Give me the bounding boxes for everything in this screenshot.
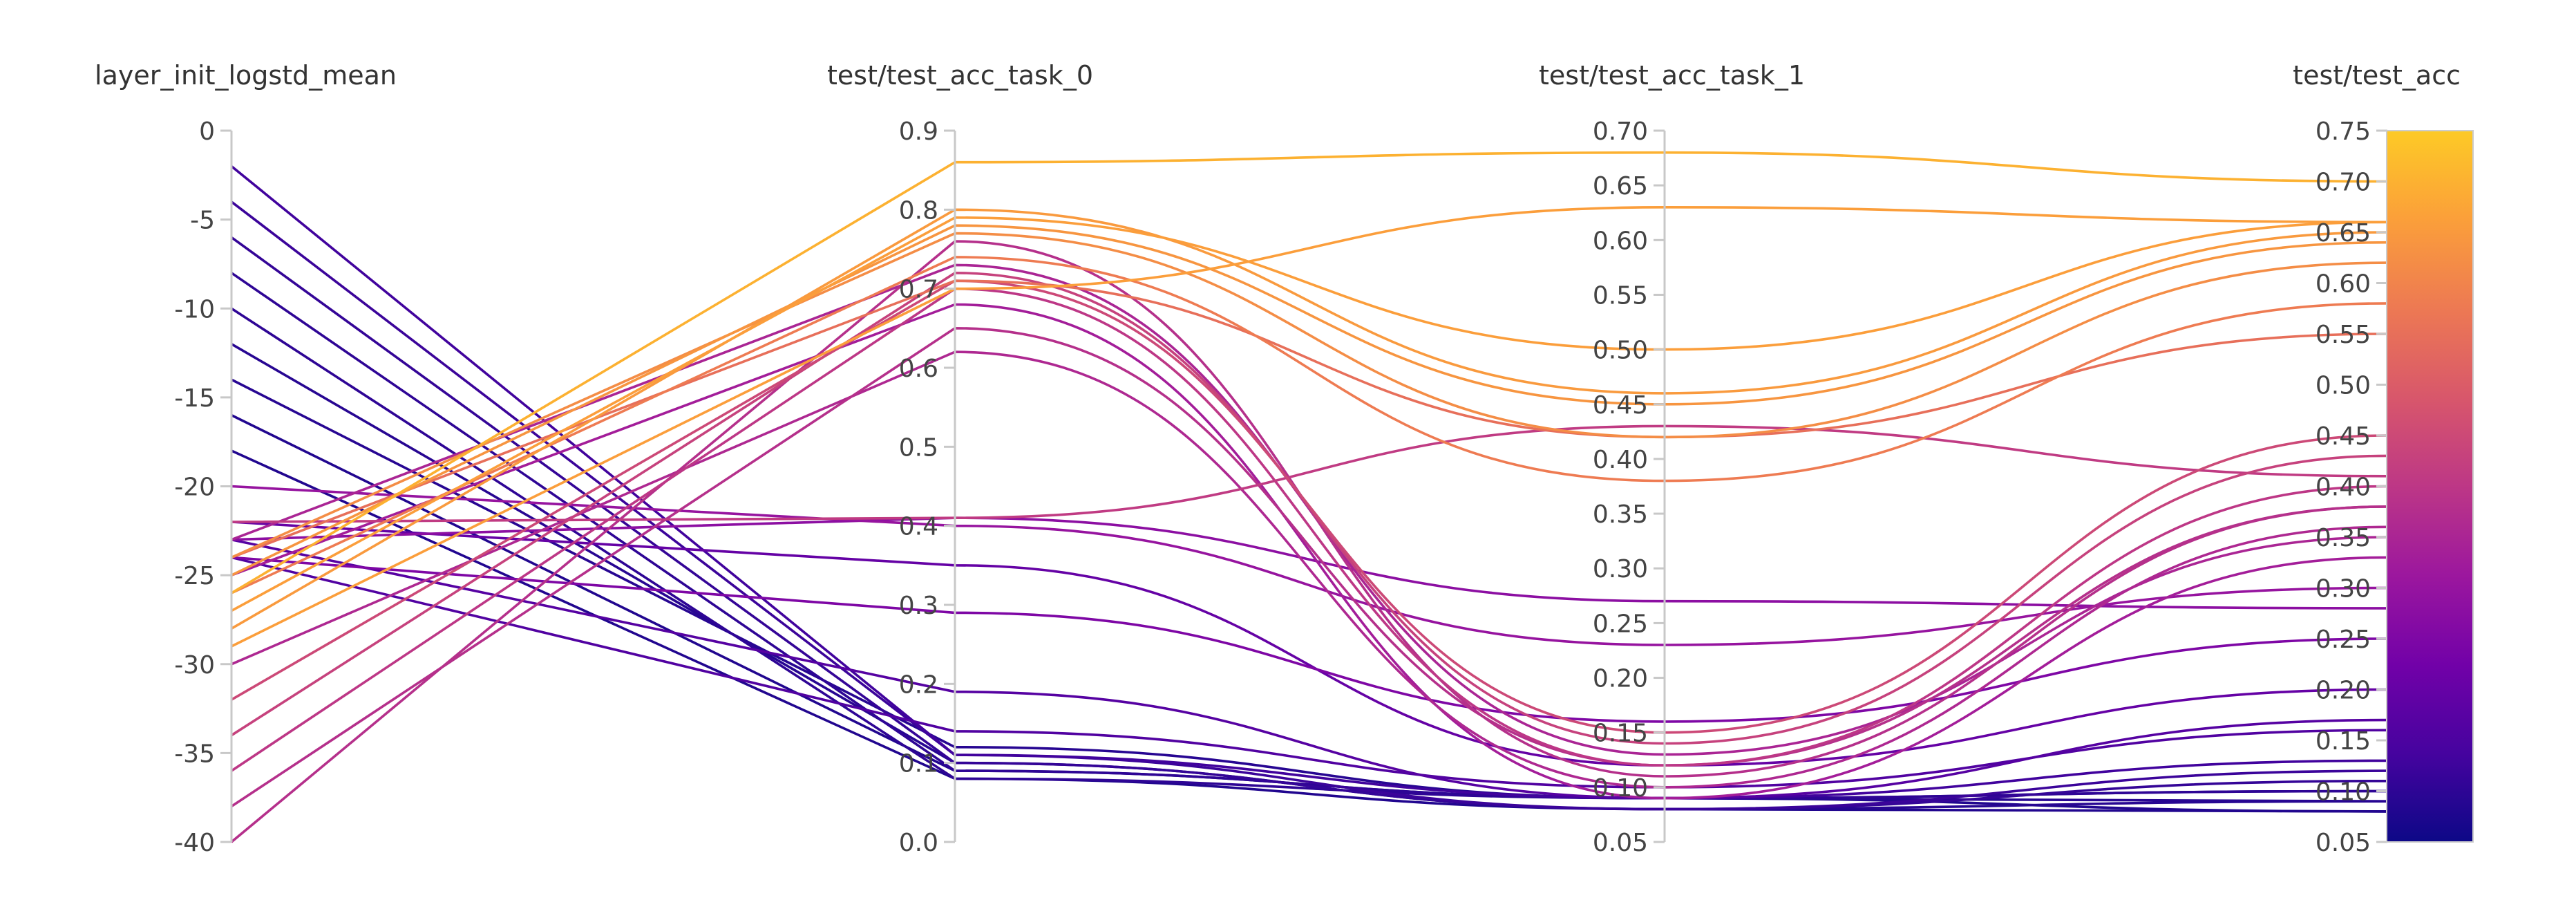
run-line: [231, 485, 2388, 646]
tick-label: -40: [174, 829, 215, 857]
tick-label: 0.40: [2315, 474, 2371, 502]
axis-title: test/test_acc_task_1: [1539, 60, 1805, 91]
run-line: [230, 165, 2388, 800]
tick-label: 0.65: [2315, 219, 2371, 247]
run-line: [231, 287, 2388, 772]
run-line: [231, 263, 2388, 756]
axis-title: layer_init_logstd_mean: [95, 60, 397, 91]
axes: [220, 129, 2387, 843]
axis-title: test/test_acc_task_0: [827, 60, 1093, 91]
run-line: [231, 279, 2388, 734]
tick-label: 0.35: [1593, 500, 1648, 529]
run-line: [230, 240, 2388, 843]
tick-label: 0.55: [2315, 321, 2371, 349]
tick-label: 0.10: [2315, 778, 2371, 807]
axis-title: test/test_acc: [2293, 60, 2461, 91]
run-line: [231, 556, 2388, 723]
run-line: [231, 424, 2388, 523]
tick-label: 0.50: [1593, 337, 1648, 365]
run-line: [231, 271, 2388, 745]
tick-label: 0.60: [2315, 270, 2371, 299]
tick-label: 0.50: [2315, 372, 2371, 400]
tick-label: -15: [174, 384, 215, 413]
tick-label: -5: [190, 207, 215, 235]
tick-label: 0.2: [899, 671, 938, 699]
tick-label: 0.0: [899, 829, 938, 857]
tick-label: 0.70: [2315, 169, 2371, 197]
tick-label: 0.6: [899, 355, 938, 383]
tick-label: -20: [174, 474, 215, 502]
run-lines: [230, 151, 2388, 843]
tick-label: 0.40: [1593, 446, 1648, 474]
tick-label: 0.3: [899, 592, 938, 620]
tick-label: -25: [174, 562, 215, 590]
tick-label: 0.30: [1593, 555, 1648, 583]
tick-label: 0.20: [1593, 665, 1648, 693]
tick-label: 0.4: [899, 513, 938, 541]
tick-label: 0.70: [1593, 118, 1648, 146]
tick-label: 0.55: [1593, 281, 1648, 310]
tick-label: 0.10: [1593, 774, 1648, 803]
tick-label: 0.15: [2315, 727, 2371, 756]
tick-label: 0.7: [899, 276, 938, 304]
tick-label: -30: [174, 651, 215, 680]
tick-label: 0.20: [2315, 677, 2371, 705]
tick-label: 0.35: [2315, 524, 2371, 552]
tick-label: 0.45: [2315, 422, 2371, 451]
tick-label: 0.1: [899, 750, 938, 778]
tick-label: -10: [174, 295, 215, 324]
run-line: [231, 303, 2388, 800]
colorbar: [2386, 130, 2474, 843]
tick-label: 0.25: [1593, 610, 1648, 638]
tick-label: 0.25: [2315, 626, 2371, 654]
tick-label: 0.8: [899, 196, 938, 225]
tick-label: 0.75: [2315, 118, 2371, 146]
tick-label: 0.30: [2315, 575, 2371, 603]
tick-label: 0.65: [1593, 172, 1648, 200]
run-line: [231, 350, 2388, 789]
run-line: [231, 516, 2388, 610]
tick-label: 0.5: [899, 433, 938, 462]
tick-label: 0.05: [1593, 829, 1648, 857]
run-line: [231, 205, 2388, 648]
tick-label: 0.05: [2315, 829, 2371, 857]
tick-label: 0.9: [899, 118, 938, 146]
tick-label: 0.45: [1593, 391, 1648, 420]
tick-label: -35: [174, 740, 215, 768]
tick-labels: -40 -35 -30 -25 -20 -15 -10 -5 0 layer_init_logst…: [95, 60, 2461, 857]
tick-label: 0.60: [1593, 227, 1648, 255]
tick-label: 0.15: [1593, 720, 1648, 748]
tick-label: 0: [199, 118, 215, 146]
